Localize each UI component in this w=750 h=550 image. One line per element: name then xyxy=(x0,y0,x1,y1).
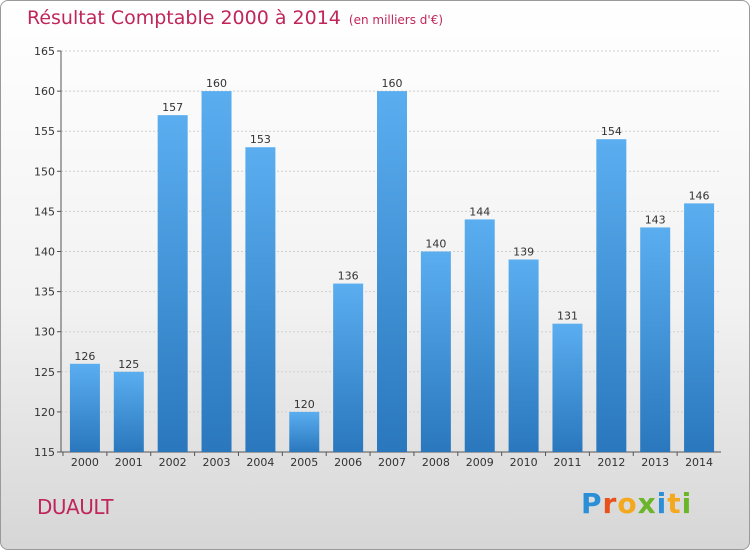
x-tick-label-2013: 2013 xyxy=(641,456,669,469)
data-label-2004: 153 xyxy=(250,133,271,146)
y-tick-label: 160 xyxy=(34,85,55,98)
x-tick-label-2011: 2011 xyxy=(553,456,581,469)
y-tick-label: 165 xyxy=(34,45,55,58)
y-tick-label: 150 xyxy=(34,165,55,178)
logo-letter: o xyxy=(617,487,638,520)
x-tick-label-2002: 2002 xyxy=(159,456,187,469)
y-tick-label: 155 xyxy=(34,125,55,138)
bar-2008 xyxy=(420,251,451,452)
chart-title-text: Résultat Comptable 2000 à 2014 xyxy=(27,7,341,29)
y-tick-label: 125 xyxy=(34,366,55,379)
data-label-2001: 125 xyxy=(118,358,139,371)
x-tick-label-2006: 2006 xyxy=(334,456,362,469)
y-tick-label: 120 xyxy=(34,406,55,419)
data-label-2006: 136 xyxy=(338,270,359,283)
bar-2013 xyxy=(640,227,671,452)
data-label-2009: 144 xyxy=(469,205,490,218)
data-label-2002: 157 xyxy=(162,101,183,114)
chart-subtitle: (en milliers d'€) xyxy=(348,13,444,27)
y-tick-label: 145 xyxy=(34,205,55,218)
x-tick-label-2007: 2007 xyxy=(378,456,406,469)
y-tick-label: 135 xyxy=(34,286,55,299)
bar-2006 xyxy=(333,283,364,452)
logo-letter: r xyxy=(602,487,618,520)
bar-2004 xyxy=(245,147,276,453)
data-label-2010: 139 xyxy=(513,246,534,259)
x-tick-label-2000: 2000 xyxy=(71,456,99,469)
logo-letter: t xyxy=(667,487,682,520)
bar-2001 xyxy=(113,371,144,452)
logo-letter: x xyxy=(637,487,657,520)
x-tick-label-2004: 2004 xyxy=(246,456,274,469)
chart-title: Résultat Comptable 2000 à 2014 (en millie… xyxy=(27,7,443,29)
x-tick-label-2012: 2012 xyxy=(597,456,625,469)
x-tick-label-2008: 2008 xyxy=(422,456,450,469)
proxiti-logo: Proxiti xyxy=(581,487,692,520)
bar-2009 xyxy=(464,219,495,452)
x-tick-label-2003: 2003 xyxy=(203,456,231,469)
data-label-2012: 154 xyxy=(601,125,622,138)
data-label-2013: 143 xyxy=(645,213,666,226)
data-labels: 126 125 157 160 153 120 136 160 140 144 139 131 154 1… xyxy=(74,77,709,411)
bar-2005 xyxy=(289,411,320,452)
x-tick-label-2009: 2009 xyxy=(466,456,494,469)
data-label-2011: 131 xyxy=(557,310,578,323)
bar-2000 xyxy=(69,363,100,452)
y-tick-label: 130 xyxy=(34,326,55,339)
commune-name: DUAULT xyxy=(37,495,113,519)
bar-2002 xyxy=(157,115,188,452)
data-label-2014: 146 xyxy=(689,189,710,202)
data-label-2003: 160 xyxy=(206,77,227,90)
logo-letter: i xyxy=(656,487,668,520)
bar-2011 xyxy=(552,323,583,452)
x-tick-label-2014: 2014 xyxy=(685,456,713,469)
bar-2003 xyxy=(201,91,232,452)
y-axis-ticks: 115 120 125 130 135 140 145 150 155 160 165 xyxy=(34,45,61,459)
bar-2014 xyxy=(684,203,715,452)
bars xyxy=(69,91,715,453)
data-label-2005: 120 xyxy=(294,398,315,411)
x-axis-ticks: 2000 2001 2002 2003 2004 2005 2006 2007 2008 2009… xyxy=(62,452,713,469)
y-tick-label: 115 xyxy=(34,446,55,459)
logo-letter: i xyxy=(681,487,693,520)
data-label-2008: 140 xyxy=(425,238,446,251)
bar-2012 xyxy=(596,139,627,452)
data-label-2000: 126 xyxy=(74,350,95,363)
logo-letter: P xyxy=(581,487,603,520)
bar-2010 xyxy=(508,259,539,452)
data-label-2007: 160 xyxy=(382,77,403,90)
bar-2007 xyxy=(377,91,407,452)
x-tick-label-2010: 2010 xyxy=(510,456,538,469)
x-tick-label-2005: 2005 xyxy=(290,456,318,469)
x-tick-label-2001: 2001 xyxy=(115,456,143,469)
y-tick-label: 140 xyxy=(34,246,55,259)
